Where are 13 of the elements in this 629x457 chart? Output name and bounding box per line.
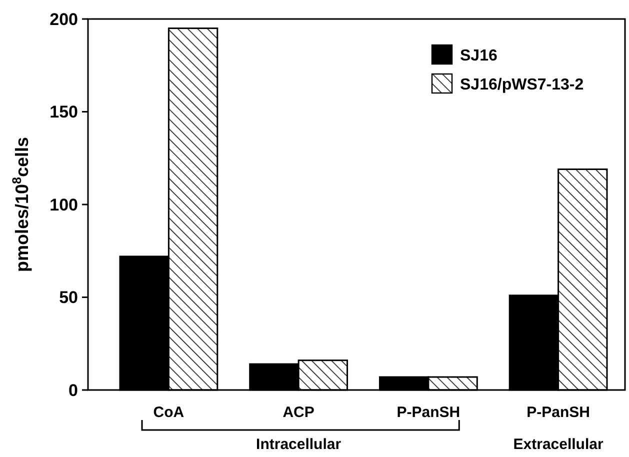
text: Intracellular (256, 436, 342, 453)
y-tick-label: 0 (68, 380, 78, 400)
y-tick-label: 100 (50, 195, 78, 214)
x-tick-label: P-PanSH (526, 404, 590, 421)
y-tick-label: 200 (50, 10, 78, 29)
x-tick-label: ACP (282, 404, 314, 421)
y-tick-label: 50 (59, 288, 78, 308)
x-tick-label: P-PanSH (396, 404, 460, 421)
legend-label: SJ16 (460, 48, 498, 65)
text: Extracellular (513, 436, 604, 453)
x-tick-label: CoA (153, 404, 184, 421)
y-tick-label: 150 (50, 102, 78, 122)
legend-label: SJ16/pWS7-13-2 (460, 76, 584, 94)
